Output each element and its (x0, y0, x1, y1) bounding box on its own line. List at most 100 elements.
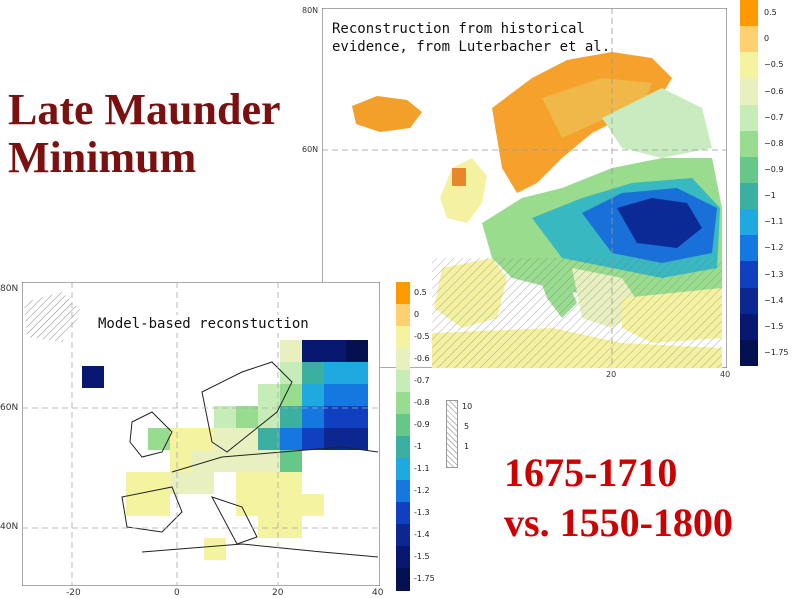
top-colorbar-swatch (740, 339, 758, 367)
model-grid-cell (258, 384, 280, 406)
model-grid-cell (258, 472, 280, 494)
bottom-colorbar-label: -1.2 (414, 486, 430, 495)
model-grid-cell (214, 450, 236, 472)
model-grid-cell (126, 472, 148, 494)
model-grid-cell (148, 428, 170, 450)
model-grid-cell (302, 406, 324, 428)
bottom-colorbar-swatch (396, 546, 410, 569)
model-grid-cell (192, 428, 214, 450)
bottom-colorbar-label: -1.5 (414, 552, 430, 561)
model-grid-cell (192, 472, 214, 494)
top-colorbar-swatch (740, 313, 758, 341)
model-grid-cell (192, 450, 214, 472)
period-text: 1675-1710 vs. 1550-1800 (504, 450, 733, 545)
model-grid-cells (82, 340, 368, 560)
model-grid-cell (170, 472, 192, 494)
model-grid-cell (324, 406, 346, 428)
top-lat-label-80: 80N (302, 6, 319, 15)
top-colorbar-swatch (740, 235, 758, 262)
bottom-colorbar-label: -0.6 (414, 354, 430, 363)
model-grid-cell (324, 384, 346, 406)
bottom-colorbar-label: -1.3 (414, 508, 430, 517)
top-colorbar-swatch (740, 78, 758, 106)
hatch-legend: 10 5 1 (446, 400, 478, 470)
model-grid-cell (280, 340, 302, 362)
model-grid-cell (236, 450, 258, 472)
model-grid-cell (126, 494, 148, 516)
bottom-lat-label-60: 60N (0, 403, 19, 413)
model-grid-cell (258, 428, 280, 450)
bottom-colorbar-label: -0.9 (414, 420, 430, 429)
bottom-colorbar-swatch (396, 370, 410, 393)
top-colorbar-swatch (740, 183, 758, 210)
bottom-map-caption: Model-based reconstuction (98, 315, 309, 333)
top-colorbar-label: 0 (764, 34, 770, 44)
top-lon-label-20: 20 (606, 370, 617, 379)
bottom-colorbar-swatch (396, 502, 410, 525)
bottom-colorbar-swatch (396, 568, 410, 591)
model-grid-cell (346, 428, 368, 450)
top-map: 80N 60N 20 40 (302, 6, 730, 379)
top-colorbar-swatch (740, 130, 758, 158)
bottom-lon-label-20: 20 (272, 588, 284, 598)
model-grid-cell (302, 340, 324, 362)
model-grid-cell (170, 428, 192, 450)
bottom-colorbar-swatch (396, 304, 410, 327)
top-colorbar-label: −0.9 (764, 164, 784, 174)
bottom-colorbar-swatch (396, 414, 410, 437)
model-grid-cell (346, 384, 368, 406)
bottom-colorbar-swatch (396, 480, 410, 503)
hatch-legend-10: 10 (462, 402, 473, 411)
top-lon-label-40: 40 (720, 370, 731, 379)
top-colorbar-label: −0.8 (764, 138, 784, 148)
model-grid-cell (302, 428, 324, 450)
model-grid-cell (236, 406, 258, 428)
bottom-map: Model-based reconstuction (21, 281, 381, 587)
bottom-lon-label-40: 40 (372, 588, 384, 598)
model-grid-cell (280, 428, 302, 450)
top-colorbar-swatch (740, 0, 758, 27)
top-colorbar-label: −0.5 (764, 60, 784, 70)
bottom-colorbar-swatch (396, 392, 410, 415)
bottom-colorbar-swatch (396, 326, 410, 349)
top-colorbar-label: −1.3 (764, 269, 784, 279)
slide-title: Late Maunder Minimum (8, 85, 281, 182)
top-colorbar-swatch (740, 156, 758, 184)
top-colorbar-swatch (740, 104, 758, 132)
bottom-colorbar: 0.5 0 -0.5 -0.6 -0.7 -0.8 -0.9 -1 -1.1 -1.2 -1.3 -1… (396, 282, 440, 594)
bottom-colorbar-swatch (396, 348, 410, 371)
top-colorbar-swatch (740, 261, 758, 289)
model-grid-cell (302, 494, 324, 516)
model-grid-cell (170, 450, 192, 472)
bottom-colorbar-label: -1 (414, 442, 422, 451)
hatch-legend-bar (446, 400, 458, 468)
model-grid-cell (236, 494, 258, 516)
bottom-lat-label-40: 40N (0, 522, 19, 532)
hatch-legend-1: 1 (464, 442, 470, 451)
bottom-colorbar-swatch (396, 282, 410, 305)
top-colorbar-label: −1.2 (764, 243, 784, 253)
model-grid-cell (280, 516, 302, 538)
bottom-lon-label-minus20: -20 (66, 588, 81, 598)
bottom-colorbar-label: 0.5 (414, 288, 427, 297)
model-grid-cell (82, 366, 104, 388)
bottom-colorbar-swatch (396, 458, 410, 481)
bottom-colorbar-label: -1.1 (414, 464, 430, 473)
bottom-colorbar-label: -1.4 (414, 530, 430, 539)
top-colorbar-swatch (740, 52, 758, 79)
model-grid-cell (324, 340, 346, 362)
top-colorbar: 0.5 0 −0.5 −0.6 −0.7 −0.8 −0.9 −1 −1.1 −1.2 −1.3 −1… (740, 0, 794, 370)
top-iceland (352, 96, 422, 132)
top-colorbar-swatch (740, 287, 758, 315)
top-colorbar-label: −1.75 (764, 347, 789, 357)
model-grid-cell (258, 494, 280, 516)
model-grid-cell (214, 428, 236, 450)
model-grid-cell (324, 428, 346, 450)
model-grid-cell (302, 384, 324, 406)
model-grid-cell (280, 450, 302, 472)
bottom-colorbar-swatch (396, 436, 410, 459)
bottom-colorbar-label: 0 (414, 310, 420, 319)
top-colorbar-label: 0.5 (764, 8, 777, 18)
bottom-colorbar-label: -1.75 (414, 574, 435, 583)
top-colorbar-label: −1.1 (764, 217, 784, 227)
